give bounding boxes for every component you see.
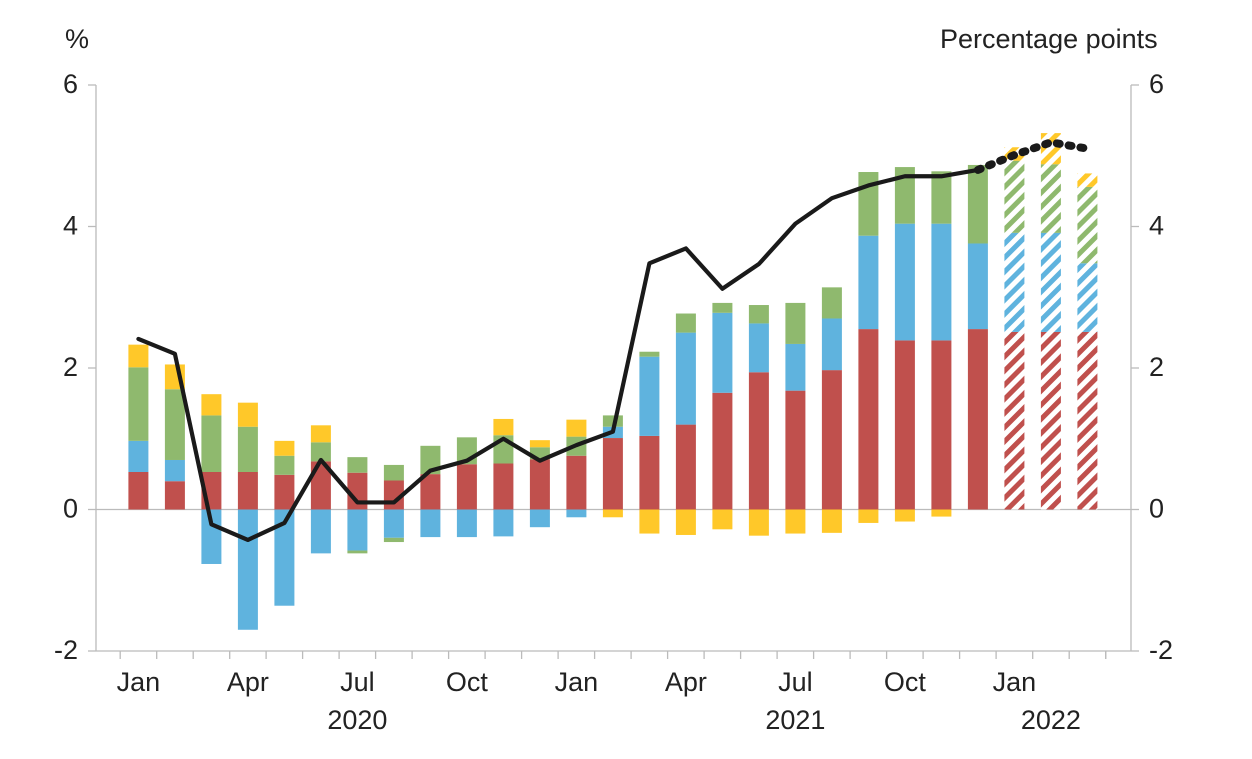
svg-text:Jan: Jan <box>555 667 599 697</box>
svg-text:%: % <box>65 24 89 54</box>
svg-text:6: 6 <box>63 69 78 99</box>
svg-text:0: 0 <box>63 494 78 524</box>
svg-text:Apr: Apr <box>665 667 707 697</box>
svg-text:Apr: Apr <box>227 667 269 697</box>
svg-text:Jul: Jul <box>778 667 813 697</box>
svg-text:Jul: Jul <box>340 667 375 697</box>
svg-text:Jan: Jan <box>993 667 1037 697</box>
svg-text:4: 4 <box>63 211 78 241</box>
svg-text:4: 4 <box>1149 211 1164 241</box>
svg-text:2021: 2021 <box>765 705 825 735</box>
svg-text:-2: -2 <box>54 635 78 665</box>
svg-text:Percentage points: Percentage points <box>940 24 1158 54</box>
svg-text:2022: 2022 <box>1021 705 1081 735</box>
svg-text:2: 2 <box>1149 352 1164 382</box>
svg-text:2: 2 <box>63 352 78 382</box>
svg-text:2020: 2020 <box>327 705 387 735</box>
svg-text:6: 6 <box>1149 69 1164 99</box>
svg-text:Jan: Jan <box>117 667 161 697</box>
svg-text:Oct: Oct <box>446 667 489 697</box>
svg-text:-2: -2 <box>1149 635 1173 665</box>
svg-text:Oct: Oct <box>884 667 927 697</box>
svg-text:0: 0 <box>1149 494 1164 524</box>
